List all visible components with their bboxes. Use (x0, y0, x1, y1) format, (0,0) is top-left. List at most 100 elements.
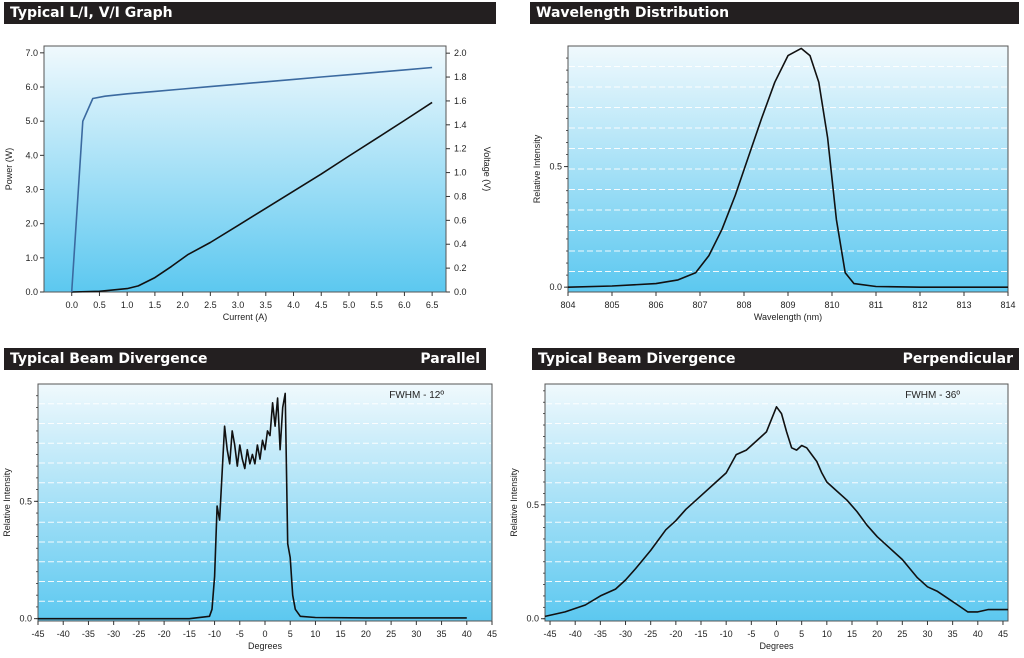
series-line-perp-0 (544, 406, 1008, 618)
y2-tick-label-li: 0.0 (454, 287, 467, 297)
y-tick-label-perp: 0.5 (526, 500, 539, 510)
y-tick-label-li: 1.0 (25, 253, 38, 263)
x-tick-label-perp: 15 (847, 629, 857, 639)
y2-tick-label-li: 1.8 (454, 72, 467, 82)
y2-axis-label-li: Voltage (V) (482, 147, 492, 192)
panel-subtitle-perp: Perpendicular (902, 351, 1013, 367)
x-tick-label-wave: 806 (648, 300, 663, 310)
x-tick-label-par: 0 (262, 629, 267, 639)
x-tick-label-par: 20 (361, 629, 371, 639)
x-tick-label-perp: -30 (619, 629, 632, 639)
x-tick-label-perp: -35 (594, 629, 607, 639)
x-tick-label-perp: 10 (822, 629, 832, 639)
series-line-par-0 (38, 392, 467, 620)
y2-tick-label-li: 0.2 (454, 263, 467, 273)
panel-header-li: Typical L/I, V/I Graph (4, 2, 496, 24)
y2-tick-label-li: 0.6 (454, 215, 467, 225)
y2-tick-label-li: 1.4 (454, 120, 467, 130)
x-tick-label-perp: 45 (998, 629, 1008, 639)
x-tick-label-par: -5 (236, 629, 244, 639)
x-tick-label-par: 15 (336, 629, 346, 639)
x-tick-label-perp: 20 (872, 629, 882, 639)
x-tick-label-par: 40 (462, 629, 472, 639)
y-tick-label-par: 0.5 (19, 496, 32, 506)
y-tick-label-li: 4.0 (25, 150, 38, 160)
y-tick-label-wave: 0.5 (549, 162, 562, 172)
x-tick-label-perp: 35 (948, 629, 958, 639)
x-tick-label-perp: -5 (747, 629, 755, 639)
x-tick-label-wave: 810 (824, 300, 839, 310)
x-tick-label-wave: 805 (604, 300, 619, 310)
y-axis-label-par: Relative Intensity (2, 468, 12, 537)
x-tick-label-li: 3.5 (260, 300, 273, 310)
x-tick-label-li: 1.5 (149, 300, 162, 310)
x-axis-label-wave: Wavelength (nm) (754, 312, 822, 322)
y-tick-label-li: 7.0 (25, 48, 38, 58)
x-tick-label-wave: 813 (956, 300, 971, 310)
y2-tick-label-li: 0.4 (454, 239, 467, 249)
x-tick-label-perp: -45 (544, 629, 557, 639)
panel-header-par: Typical Beam Divergence Parallel (4, 348, 486, 370)
x-tick-label-perp: -20 (669, 629, 682, 639)
series-line-li-0 (71, 101, 433, 293)
x-tick-label-li: 5.5 (370, 300, 383, 310)
x-tick-label-perp: -40 (569, 629, 582, 639)
series-line-wave-0 (567, 47, 1008, 288)
panel-header-perp: Typical Beam Divergence Perpendicular (532, 348, 1019, 370)
x-tick-label-li: 1.0 (121, 300, 134, 310)
x-tick-label-par: -20 (158, 629, 171, 639)
y2-tick-label-li: 2.0 (454, 48, 467, 58)
x-tick-label-li: 0.5 (93, 300, 106, 310)
x-tick-label-li: 0.0 (65, 300, 78, 310)
x-tick-label-par: 35 (437, 629, 447, 639)
y2-tick-label-li: 0.8 (454, 191, 467, 201)
series-line-li-1 (70, 66, 433, 293)
x-tick-label-wave: 814 (1000, 300, 1015, 310)
x-tick-label-perp: 25 (897, 629, 907, 639)
x-tick-label-par: -25 (132, 629, 145, 639)
y-tick-label-li: 0.0 (25, 287, 38, 297)
x-tick-label-par: 45 (487, 629, 497, 639)
panel-title-wave: Wavelength Distribution (536, 5, 730, 21)
y-tick-label-li: 6.0 (25, 82, 38, 92)
x-tick-label-par: 5 (288, 629, 293, 639)
panel-title-par: Typical Beam Divergence (10, 351, 208, 367)
y-axis-label-perp: Relative Intensity (509, 468, 519, 537)
panel-header-wave: Wavelength Distribution (530, 2, 1019, 24)
x-tick-label-wave: 804 (560, 300, 575, 310)
x-tick-label-perp: 5 (799, 629, 804, 639)
x-tick-label-par: 25 (386, 629, 396, 639)
y-tick-label-par: 0.0 (19, 614, 32, 624)
x-tick-label-li: 4.0 (287, 300, 300, 310)
y-tick-label-li: 2.0 (25, 219, 38, 229)
x-tick-label-perp: 40 (973, 629, 983, 639)
panel-title-li: Typical L/I, V/I Graph (10, 5, 173, 21)
x-tick-label-li: 4.5 (315, 300, 328, 310)
x-tick-label-li: 6.0 (398, 300, 411, 310)
x-tick-label-par: -10 (208, 629, 221, 639)
x-tick-label-li: 3.0 (232, 300, 245, 310)
x-tick-label-perp: -25 (644, 629, 657, 639)
x-axis-label-perp: Degrees (759, 641, 794, 651)
x-tick-label-perp: -15 (695, 629, 708, 639)
x-tick-label-wave: 809 (780, 300, 795, 310)
y-tick-label-li: 3.0 (25, 185, 38, 195)
x-tick-label-wave: 807 (692, 300, 707, 310)
y-tick-label-li: 5.0 (25, 116, 38, 126)
y2-tick-label-li: 1.6 (454, 96, 467, 106)
fwhm-annotation-perp: FWHM - 36º (905, 390, 960, 401)
x-tick-label-wave: 812 (912, 300, 927, 310)
x-tick-label-par: -35 (82, 629, 95, 639)
x-axis-label-par: Degrees (248, 641, 283, 651)
panel-subtitle-par: Parallel (420, 351, 480, 367)
x-tick-label-perp: 0 (774, 629, 779, 639)
x-tick-label-par: -45 (31, 629, 44, 639)
x-tick-label-par: -15 (183, 629, 196, 639)
y-tick-label-wave: 0.0 (549, 282, 562, 292)
y2-tick-label-li: 1.0 (454, 168, 467, 178)
x-tick-label-li: 6.5 (426, 300, 439, 310)
x-tick-label-perp: -10 (720, 629, 733, 639)
x-tick-label-perp: 30 (922, 629, 932, 639)
x-tick-label-li: 2.0 (176, 300, 189, 310)
